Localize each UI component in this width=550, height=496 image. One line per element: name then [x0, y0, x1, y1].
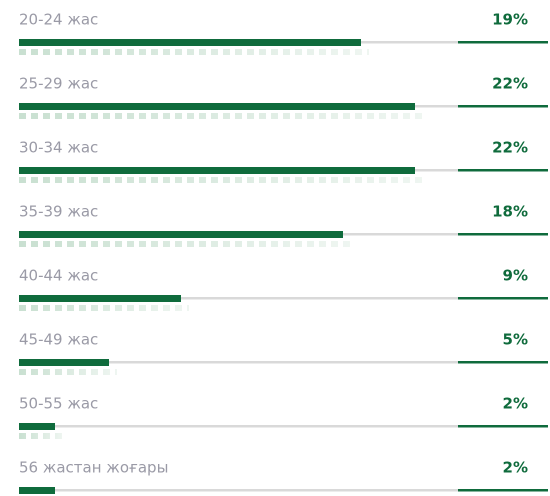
- value-label: 22%: [492, 75, 528, 93]
- track-accent: [458, 489, 548, 492]
- track-accent: [458, 41, 548, 44]
- value-label: 18%: [492, 203, 528, 221]
- category-label: 35-39 жас: [19, 203, 98, 221]
- track-accent: [458, 297, 548, 300]
- track-accent: [458, 233, 548, 236]
- category-label: 45-49 жас: [19, 331, 98, 349]
- bar: [19, 39, 361, 46]
- bar-shadow: [19, 369, 117, 375]
- bar: [19, 167, 415, 174]
- bar-shadow: [19, 113, 423, 119]
- track-accent: [458, 105, 548, 108]
- bar-shadow: [19, 305, 189, 311]
- bar: [19, 359, 109, 366]
- bar-shadow: [19, 433, 63, 439]
- track: [19, 297, 548, 300]
- value-label: 22%: [492, 139, 528, 157]
- track: [19, 489, 548, 492]
- bar: [19, 231, 343, 238]
- value-label: 19%: [492, 11, 528, 29]
- bar-shadow: [19, 241, 351, 247]
- track: [19, 425, 548, 428]
- track-accent: [458, 361, 548, 364]
- value-label: 2%: [503, 395, 528, 413]
- category-label: 40-44 жас: [19, 267, 98, 285]
- category-label: 20-24 жас: [19, 11, 98, 29]
- bar: [19, 487, 55, 494]
- value-label: 9%: [503, 267, 528, 285]
- bar: [19, 103, 415, 110]
- value-label: 5%: [503, 331, 528, 349]
- track: [19, 361, 548, 364]
- track-accent: [458, 169, 548, 172]
- bar-shadow: [19, 177, 423, 183]
- category-label: 30-34 жас: [19, 139, 98, 157]
- value-label: 2%: [503, 459, 528, 477]
- category-label: 50-55 жас: [19, 395, 98, 413]
- bar: [19, 423, 55, 430]
- bar-shadow: [19, 49, 369, 55]
- category-label: 56 жастан жоғары: [19, 459, 168, 477]
- category-label: 25-29 жас: [19, 75, 98, 93]
- bar: [19, 295, 181, 302]
- track-accent: [458, 425, 548, 428]
